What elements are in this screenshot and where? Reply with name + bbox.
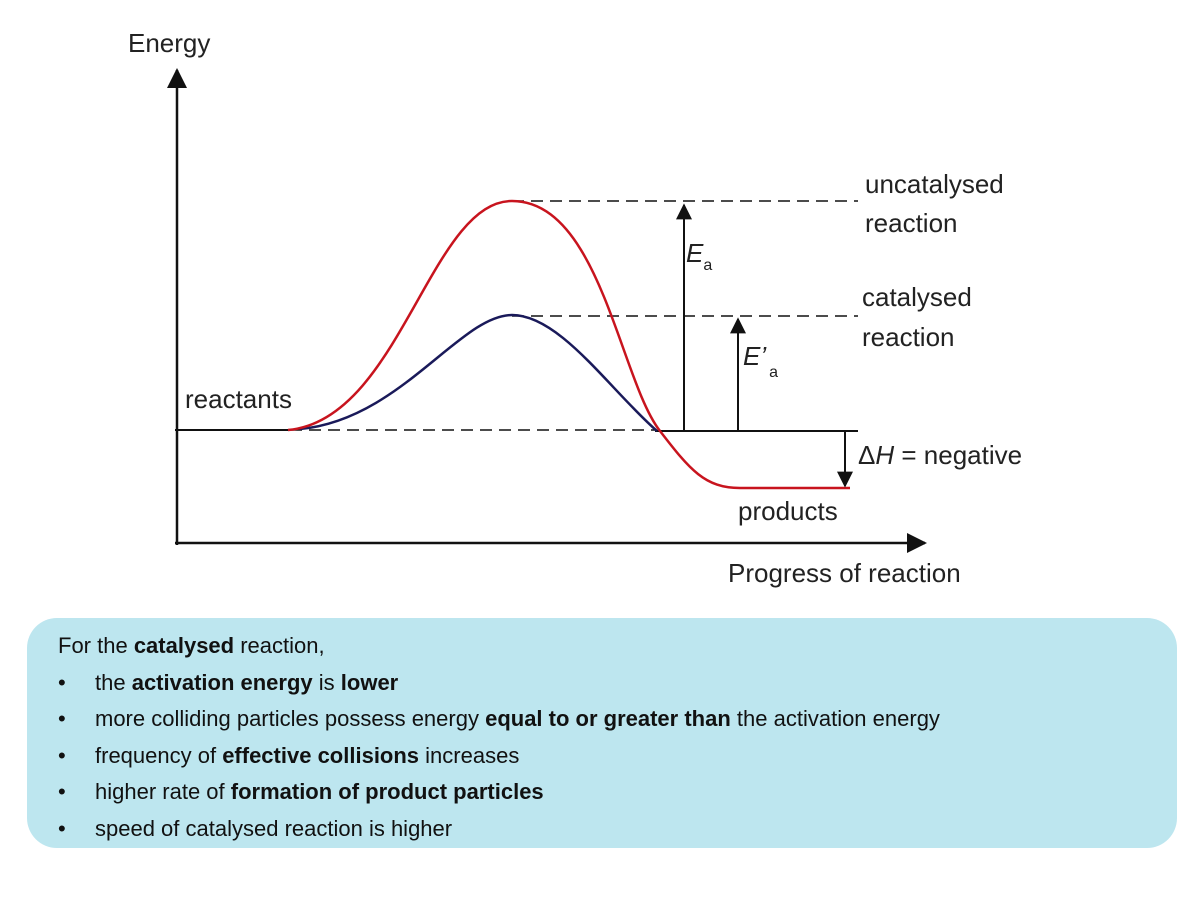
bold-text: effective collisions — [222, 742, 420, 768]
uncatalysed-label-line2: reaction — [865, 208, 958, 238]
bold-text: catalysed — [133, 633, 235, 658]
summary-intro: For the catalysed reaction, — [58, 628, 1177, 665]
ea-prime-label: E’a — [743, 341, 778, 381]
summary-bullet: more colliding particles possess energy … — [58, 701, 1177, 738]
summary-bullet: speed of catalysed reaction is higher — [58, 811, 1177, 848]
uncatalysed-curve — [287, 199, 850, 490]
delta-h-label: ΔH = negative — [858, 440, 1022, 470]
text: increases — [419, 742, 520, 768]
x-axis-label: Progress of reaction — [728, 558, 961, 588]
bold-text: activation energy — [131, 669, 313, 695]
text: higher rate of — [95, 779, 231, 804]
reactants-label: reactants — [185, 384, 292, 414]
energy-profile-diagram: Energy Progress of reaction Ea E’a uncat… — [128, 28, 1022, 588]
text: more colliding particles possess energy — [95, 706, 486, 731]
summary-bullet: higher rate of formation of product part… — [58, 774, 1177, 811]
summary-box: For the catalysed reaction, the activati… — [27, 618, 1177, 848]
text: is — [312, 669, 341, 695]
products-label: products — [738, 496, 838, 526]
catalysed-curve — [299, 313, 658, 432]
ea-label: Ea — [686, 238, 712, 274]
summary-bullet: frequency of effective collisions increa… — [58, 738, 1177, 775]
bold-text: equal to or greater than — [485, 706, 731, 731]
text: the activation energy — [730, 706, 940, 731]
summary-bullet: the activation energy is lower — [58, 665, 1177, 702]
bold-text: lower — [340, 669, 399, 695]
summary-list: the activation energy is lowermore colli… — [58, 665, 1177, 848]
y-axis-label: Energy — [128, 28, 210, 58]
catalysed-label-line2: reaction — [862, 322, 955, 352]
uncatalysed-label-line1: uncatalysed — [865, 169, 1004, 199]
text: frequency of — [95, 742, 223, 768]
text: speed of catalysed reaction is higher — [95, 815, 453, 841]
text: For the — [58, 633, 134, 658]
bold-text: formation of product particles — [230, 779, 544, 804]
catalysed-label-line1: catalysed — [862, 282, 972, 312]
text: reaction, — [234, 633, 325, 658]
text: the — [95, 669, 132, 695]
